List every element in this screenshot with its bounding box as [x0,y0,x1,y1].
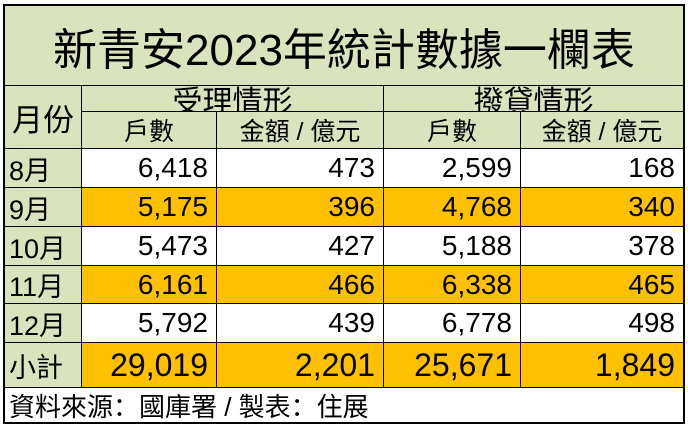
group-header-accepted: 受理情形 [82,86,384,119]
statistics-table: 新青安2023年統計數據一欄表 月份 受理情形 撥貸情形 戶數 金額 / 億元 … [3,4,685,424]
month-column-header: 月份 [5,86,82,149]
row-month-label: 9月 [5,188,82,227]
cell-disbursed-amount: 465 [521,266,683,304]
cell-accepted-amount: 439 [217,304,384,343]
cell-accepted-households: 5,175 [82,188,217,227]
subheader-disbursed-households: 戶數 [384,112,521,149]
row-month-label: 11月 [5,266,82,304]
cell-disbursed-households: 6,338 [384,266,521,304]
row-month-label: 12月 [5,304,82,343]
total-accepted-households: 29,019 [82,343,217,388]
cell-disbursed-households: 6,778 [384,304,521,343]
cell-disbursed-amount: 340 [521,188,683,227]
group-header-disbursed: 撥貸情形 [384,86,683,119]
subheader-disbursed-amount: 金額 / 億元 [521,112,683,149]
row-month-label: 8月 [5,149,82,188]
cell-accepted-households: 6,161 [82,266,217,304]
cell-accepted-amount: 427 [217,227,384,266]
total-row-label: 小計 [5,343,82,388]
total-accepted-amount: 2,201 [217,343,384,388]
cell-disbursed-households: 4,768 [384,188,521,227]
subheader-accepted-households: 戶數 [82,112,217,149]
cell-disbursed-households: 5,188 [384,227,521,266]
cell-accepted-amount: 473 [217,149,384,188]
cell-disbursed-households: 2,599 [384,149,521,188]
total-disbursed-amount: 1,849 [521,343,683,388]
source-footnote: 資料來源：國庫署 / 製表：住展 [5,388,683,422]
row-month-label: 10月 [5,227,82,266]
cell-accepted-households: 6,418 [82,149,217,188]
cell-accepted-amount: 466 [217,266,384,304]
subheader-accepted-amount: 金額 / 億元 [217,112,384,149]
total-disbursed-households: 25,671 [384,343,521,388]
cell-disbursed-amount: 498 [521,304,683,343]
cell-disbursed-amount: 168 [521,149,683,188]
cell-disbursed-amount: 378 [521,227,683,266]
cell-accepted-amount: 396 [217,188,384,227]
table-title: 新青安2023年統計數據一欄表 [5,6,683,86]
cell-accepted-households: 5,473 [82,227,217,266]
cell-accepted-households: 5,792 [82,304,217,343]
